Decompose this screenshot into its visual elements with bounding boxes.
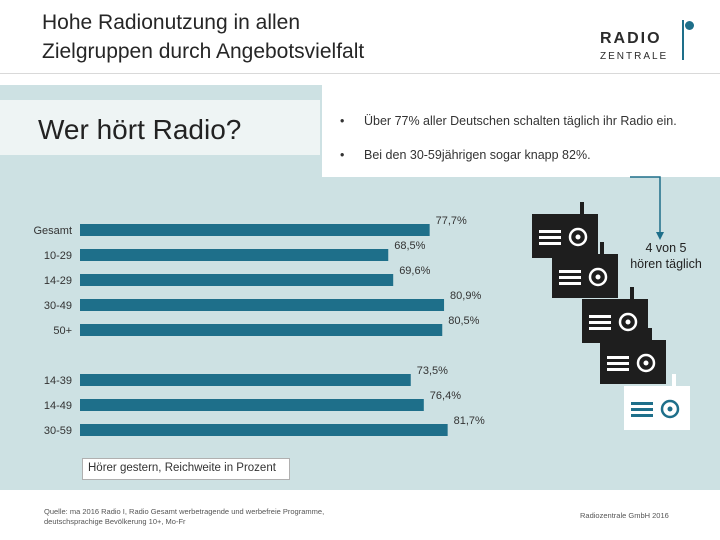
page-title: Hohe Radionutzung in allen Zielgruppen d… — [42, 11, 365, 63]
radio-outline-icon — [624, 374, 690, 430]
bar — [80, 249, 389, 261]
value-label: 81,7% — [454, 415, 485, 427]
bar — [80, 299, 445, 311]
category-label: 50+ — [53, 325, 72, 337]
bar — [80, 224, 430, 236]
logo-bar — [682, 20, 684, 60]
logo-radio-text: RADIO — [600, 30, 662, 47]
radio-icon — [582, 287, 648, 343]
reach-bar-chart: Gesamt 77,7% 10-29 68,5% 14-29 69,6% 30-49 80,9… — [33, 215, 485, 437]
radio-icon — [552, 242, 618, 298]
value-label: 80,5% — [448, 315, 479, 327]
value-label: 77,7% — [436, 215, 467, 227]
bar — [80, 399, 424, 411]
category-label: 14-39 — [44, 375, 72, 387]
value-label: 80,9% — [450, 290, 481, 302]
bullet-item: • Bei den 30-59jährigen sogar knapp 82%. — [340, 148, 591, 162]
question-heading: Wer hört Radio? — [38, 114, 242, 145]
copyright-note: Radiozentrale GmbH 2016 — [580, 511, 669, 520]
radio-icon — [600, 328, 666, 384]
radio-icon — [532, 202, 598, 258]
value-label: 69,6% — [399, 265, 430, 277]
logo-zentrale-text: ZENTRALE — [600, 51, 669, 62]
bullet-dot: • — [340, 114, 345, 128]
radiozentrale-logo: RADIO ZENTRALE — [600, 20, 700, 62]
category-label: 14-29 — [44, 275, 72, 287]
legend-box — [82, 458, 290, 480]
category-label: 14-49 — [44, 400, 72, 412]
bullet-dot: • — [340, 148, 345, 162]
value-label: 68,5% — [394, 240, 425, 252]
legend-text: Hörer gestern, Reichweite in Prozent — [88, 462, 276, 474]
bullets-box — [322, 85, 720, 177]
bar — [80, 424, 448, 436]
bullet-item: • Über 77% aller Deutschen schalten tägli… — [340, 114, 677, 128]
bar — [80, 324, 443, 336]
bar — [80, 274, 394, 286]
title-divider — [0, 73, 720, 74]
bullet-text: Über 77% aller Deutschen schalten täglic… — [364, 114, 677, 128]
bullet-text: Bei den 30-59jährigen sogar knapp 82%. — [364, 148, 591, 162]
source-note: Quelle: ma 2016 Radio I, Radio Gesamt we… — [44, 507, 325, 526]
category-label: 10-29 — [44, 250, 72, 262]
value-label: 73,5% — [417, 365, 448, 377]
question-box — [0, 100, 320, 155]
category-label: Gesamt — [33, 225, 72, 237]
logo-dot — [685, 21, 694, 30]
value-label: 76,4% — [430, 390, 461, 402]
stat-callout: 4 von 5 hören täglich — [630, 241, 702, 271]
category-label: 30-59 — [44, 425, 72, 437]
category-label: 30-49 — [44, 300, 72, 312]
bar — [80, 374, 411, 386]
